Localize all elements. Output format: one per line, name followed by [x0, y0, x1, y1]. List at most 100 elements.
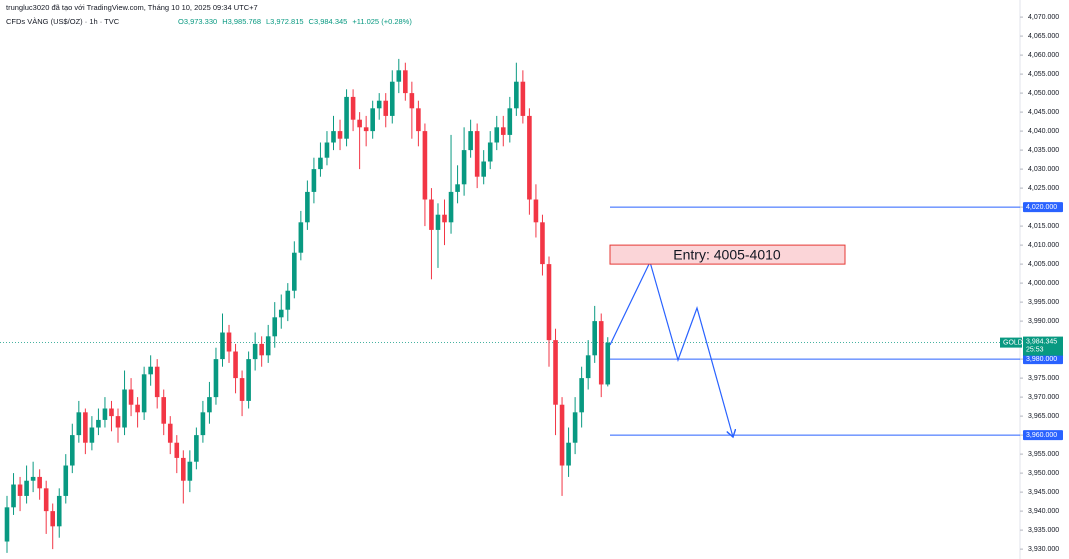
candle-body [298, 222, 304, 253]
y-tick-label: 4,050.000 [1028, 90, 1059, 97]
candle-body [579, 378, 584, 413]
symbol: CFDs VÀNG (US$/OZ) · 1h · TVC [6, 17, 120, 26]
y-tick-label: 3,930.000 [1028, 546, 1059, 553]
y-tick-label: 4,015.000 [1028, 223, 1059, 230]
y-tick-label: 4,060.000 [1028, 52, 1059, 59]
ohlc-value: C3,984.345 [309, 17, 348, 26]
candle-body [442, 214, 447, 223]
candle-body [239, 378, 245, 401]
candle-body [376, 100, 382, 109]
candle-body [285, 290, 291, 310]
y-tick-label: 3,970.000 [1028, 394, 1059, 401]
symbol-name: GOLD [1003, 339, 1023, 346]
candle-body [409, 93, 415, 109]
entry-label: Entry: 4005-4010 [673, 246, 781, 262]
candle-body [344, 96, 349, 139]
y-tick-label: 3,950.000 [1028, 470, 1059, 477]
y-tick-label: 3,955.000 [1028, 451, 1059, 458]
ohlc-value: H3,985.768 [222, 17, 261, 26]
level-label: 4,020.000 [1026, 204, 1057, 211]
candle-body [76, 412, 82, 436]
y-tick-label: 4,010.000 [1028, 242, 1059, 249]
candle-body [481, 161, 486, 177]
symbol-tag [1000, 337, 1022, 348]
candle-body [4, 507, 10, 542]
candle-body [585, 355, 591, 379]
candle-body [500, 127, 506, 135]
candle-body [422, 131, 428, 200]
y-tick-label: 4,045.000 [1028, 109, 1059, 116]
candle-body [507, 108, 513, 135]
y-tick-label: 3,995.000 [1028, 299, 1059, 306]
level-label: 3,960.000 [1026, 432, 1057, 439]
y-tick-label: 3,975.000 [1028, 375, 1059, 382]
y-tick-label: 4,040.000 [1028, 128, 1059, 135]
candle-body [448, 191, 454, 223]
candle-body [487, 142, 493, 162]
y-tick-label: 4,000.000 [1028, 280, 1059, 287]
candle-body [63, 465, 69, 496]
candle-body [213, 359, 219, 398]
candle-body [546, 264, 552, 341]
y-tick-label: 4,035.000 [1028, 147, 1059, 154]
candle-body [540, 222, 545, 265]
candle-body [605, 342, 611, 385]
y-tick-label: 4,070.000 [1028, 14, 1059, 21]
y-tick-label: 4,030.000 [1028, 166, 1059, 173]
candle-body [233, 351, 238, 379]
projection-path [609, 260, 733, 437]
candle-body [429, 199, 434, 230]
candle-body [135, 404, 140, 413]
candle-body [520, 81, 526, 116]
y-tick-label: 4,025.000 [1028, 185, 1059, 192]
candle-body [455, 184, 460, 192]
candle-body [389, 81, 395, 116]
level-tag [1023, 354, 1063, 365]
candle-body [174, 442, 180, 458]
candle-body [592, 321, 597, 356]
candle-body [167, 423, 173, 443]
ohlc-value: O3,973.330 [178, 17, 217, 26]
candle-body [187, 461, 193, 481]
candle-body [533, 199, 539, 223]
candle-body [246, 359, 251, 401]
candle-body [207, 397, 212, 413]
candle-body [226, 332, 232, 352]
candle-body [559, 404, 565, 466]
candle-body [278, 309, 284, 318]
ohlc-value: +11.025 (+0.28%) [352, 17, 412, 26]
candle-body [572, 412, 578, 443]
y-tick-label: 3,935.000 [1028, 527, 1059, 534]
candle-body [566, 442, 571, 466]
candle-body [96, 419, 101, 428]
candle-body [383, 100, 389, 116]
last-price-tag [1023, 336, 1063, 356]
candle-body [331, 131, 336, 143]
candle-body [396, 70, 402, 82]
candle-body [115, 416, 121, 428]
countdown: 25:53 [1026, 346, 1044, 353]
candle-body [514, 81, 519, 109]
y-tick-label: 3,940.000 [1028, 508, 1059, 515]
candle-body [154, 366, 160, 398]
candle-body [416, 108, 421, 132]
candle-body [37, 476, 42, 489]
candle-body [141, 374, 147, 413]
candle-body [148, 366, 153, 375]
candle-body [494, 127, 500, 143]
candle-body [89, 427, 95, 443]
candle-body [370, 108, 375, 132]
entry-zone [609, 244, 846, 265]
candle-body [292, 252, 297, 291]
candle-body [527, 115, 532, 200]
candle-body [70, 435, 75, 466]
y-tick-label: 3,945.000 [1028, 489, 1059, 496]
candle-body [324, 142, 330, 158]
y-tick-label: 4,005.000 [1028, 261, 1059, 268]
candle-body [83, 412, 88, 443]
candle-body [11, 484, 16, 508]
candle-body [598, 321, 604, 385]
candle-body [350, 96, 356, 120]
candle-body [272, 317, 278, 337]
